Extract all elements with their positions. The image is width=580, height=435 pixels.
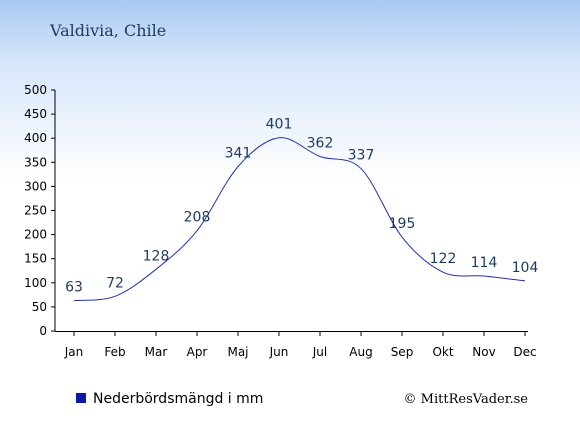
data-label: 337	[348, 148, 375, 164]
data-label: 114	[471, 255, 498, 271]
data-labels: 63 72 128 208 341 401 362 337 195 122 114 104	[65, 117, 538, 296]
x-tick-label: Feb	[104, 345, 125, 359]
y-tick-label: 300	[24, 179, 47, 193]
x-tick-label: Aug	[349, 345, 372, 359]
y-tick-label: 450	[24, 107, 47, 121]
y-tick-label: 50	[32, 300, 47, 314]
chart-title: Valdivia, Chile	[49, 21, 166, 40]
y-tick-label: 350	[24, 155, 47, 169]
data-label: 128	[143, 248, 170, 264]
y-tick-label: 250	[24, 204, 47, 218]
x-ticks: Jan Feb Mar Apr Maj Jun Jul Aug Sep Okt Nov Dec	[64, 331, 537, 359]
x-tick-label: Maj	[227, 345, 248, 359]
data-label: 341	[225, 146, 252, 162]
y-tick-label: 400	[24, 131, 47, 145]
x-tick-label: Sep	[391, 345, 414, 359]
data-label: 72	[106, 275, 124, 291]
data-label: 195	[389, 216, 416, 232]
x-tick-label: Jun	[269, 345, 289, 359]
data-label: 122	[430, 251, 457, 267]
x-tick-label: Jul	[312, 345, 327, 359]
y-ticks: 0 50 100 150 200 250 300 350 400 450 500	[24, 83, 55, 338]
data-label: 104	[512, 260, 539, 276]
x-tick-label: Mar	[145, 345, 168, 359]
series-line-nederbord	[73, 137, 526, 302]
legend-label: Nederbördsmängd i mm	[93, 391, 263, 407]
data-label: 208	[184, 210, 211, 226]
x-tick-label: Okt	[432, 345, 453, 359]
y-tick-label: 0	[39, 324, 47, 338]
x-tick-label: Apr	[187, 345, 208, 359]
y-tick-label: 500	[24, 83, 47, 97]
y-tick-label: 150	[24, 252, 47, 266]
x-tick-label: Dec	[513, 345, 536, 359]
data-label: 362	[307, 136, 334, 152]
y-tick-label: 100	[24, 276, 47, 290]
x-tick-label: Nov	[472, 345, 495, 359]
data-label: 63	[65, 280, 83, 296]
legend-swatch	[76, 393, 86, 403]
data-label: 401	[266, 117, 293, 133]
x-tick-label: Jan	[64, 345, 84, 359]
y-tick-label: 200	[24, 228, 47, 242]
credit-text: © MittResVader.se	[404, 392, 529, 407]
